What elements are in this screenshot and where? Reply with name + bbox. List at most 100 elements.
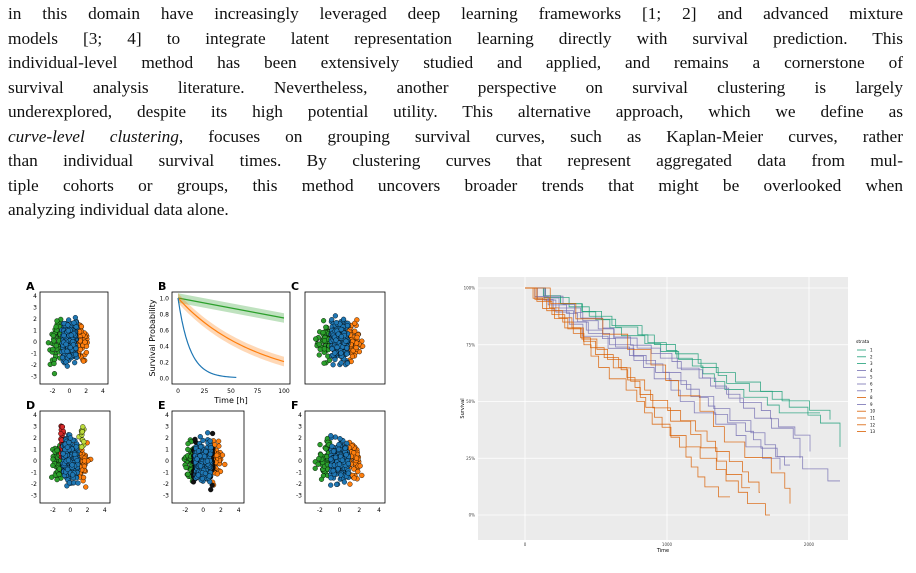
x-tick-label: 50 [227,388,235,395]
point [343,338,349,344]
x-tick-label: 1000 [662,542,673,547]
legend-label: 3 [870,361,873,366]
axis-label: Time [656,548,669,554]
x-tick-label: 100 [278,388,290,395]
km-curve [525,287,790,466]
axes-frame [171,291,291,385]
point [208,487,214,493]
km-curve [525,287,770,516]
point [329,346,335,352]
plot-panel [478,277,848,540]
point [185,441,191,447]
y-tick-label: 4 [33,293,37,300]
point [54,318,60,324]
point [51,371,58,377]
point [67,435,74,441]
y-tick-label: 0 [298,458,302,465]
y-tick-label: 4 [33,412,37,419]
km-curve [525,287,820,414]
paragraph: in this domain have increasingly leverag… [8,2,903,223]
text: , focuses on grouping survival curves, s… [178,126,903,146]
km-curve [525,287,811,452]
point [198,444,204,450]
point [316,341,322,347]
axes-frame [39,410,111,504]
point [344,322,351,329]
legend-label: 2 [870,354,873,359]
point [72,314,78,321]
point [79,429,85,435]
point [63,341,69,347]
point [344,345,350,351]
point [341,479,347,485]
point [330,468,336,474]
point [200,437,206,444]
point [337,436,343,442]
point [51,338,57,344]
point [66,353,72,359]
point [199,476,206,482]
point [332,356,338,363]
point [65,328,71,334]
x-tick-label: 4 [103,507,107,514]
point [83,484,89,490]
point [328,475,334,481]
y-tick-label: -1 [296,469,302,476]
point [345,460,351,467]
point [205,430,211,436]
axes-frame [171,410,245,504]
point [329,317,335,323]
panel-label: B [158,280,166,293]
x-tick-label: 0 [176,388,180,395]
axes-frame [304,291,386,385]
point [338,326,344,333]
point [71,320,77,326]
scatter-points [45,314,90,377]
point [194,456,200,462]
x-tick-label: 4 [101,388,105,395]
x-tick-label: 4 [237,507,241,514]
axis-label: Survival Probability [148,299,157,376]
point [73,324,79,330]
point [183,464,189,471]
x-tick-label: 2 [357,507,361,514]
km-curve [525,287,750,489]
point [328,433,334,439]
point [338,350,344,356]
point [331,448,337,454]
point [340,316,347,322]
point [328,456,334,462]
point [54,477,60,483]
point [352,328,358,334]
point [330,362,336,368]
point [56,471,62,477]
x-tick-label: 25 [201,388,209,395]
x-tick-label: 4 [377,507,381,514]
point [332,350,338,356]
scatter-points [49,423,94,490]
km-curve [525,287,831,420]
point [321,360,327,366]
legend-label: 5 [870,375,873,380]
point [197,434,203,440]
point [357,463,363,469]
point [206,473,212,479]
point [326,357,333,363]
point [195,472,201,478]
point [216,438,222,444]
axes-frame [39,291,109,385]
point [54,447,60,453]
x-tick-label: -2 [182,507,188,514]
legend-label: 13 [870,429,876,434]
point [352,320,358,326]
y-tick-label: -1 [31,350,37,357]
survival-curve [177,297,285,319]
y-tick-label: -2 [163,481,169,488]
y-tick-label: 0 [33,339,37,346]
y-tick-label: 2 [165,435,169,442]
x-tick-label: 0 [338,507,342,514]
x-tick-label: 75 [254,388,262,395]
legend-label: 7 [870,388,873,393]
survival-curve [177,297,237,379]
